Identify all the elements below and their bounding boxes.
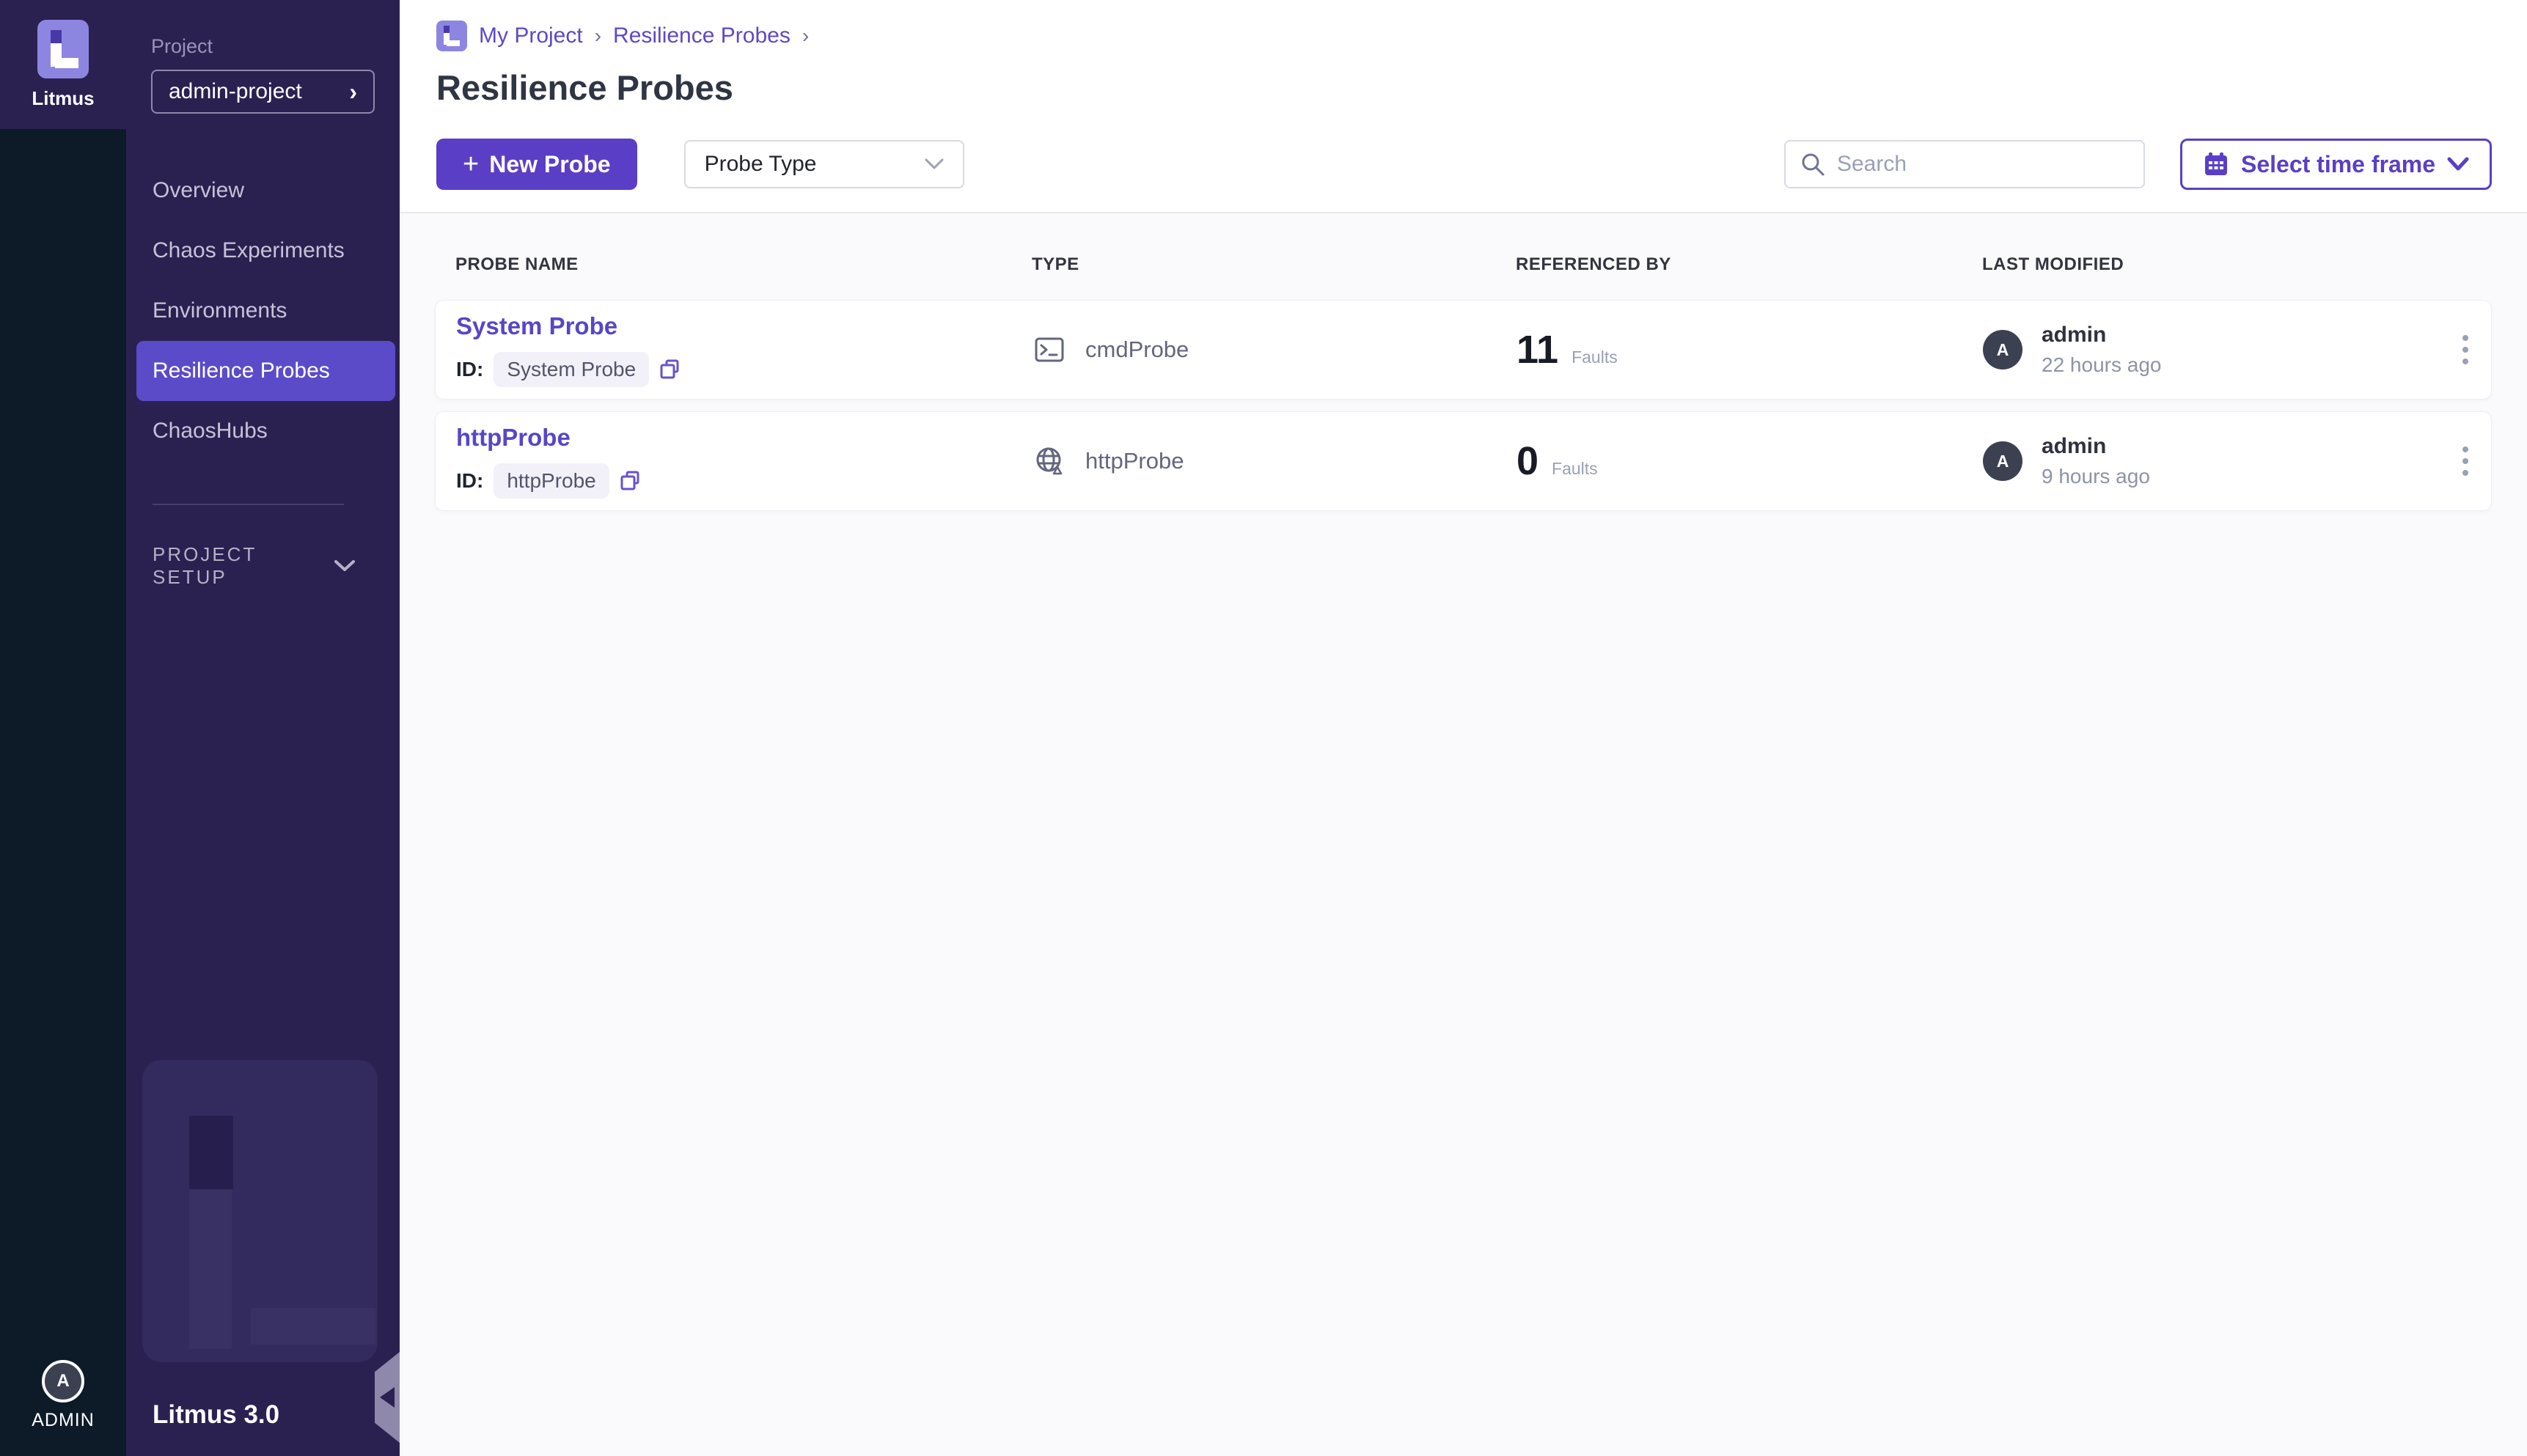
modified-by-user: admin	[2042, 434, 2107, 458]
probe-id-chip: httpProbe	[494, 463, 609, 499]
probe-type-dropdown[interactable]: Probe Type	[683, 140, 964, 188]
probes-table: PROBE NAME TYPE REFERENCED BY LAST MODIF…	[400, 213, 2527, 1456]
admin-label: ADMIN	[32, 1410, 95, 1430]
avatar: A	[1983, 441, 2022, 481]
select-time-frame-label: Select time frame	[2240, 150, 2435, 177]
collapse-arrow-icon	[380, 1387, 395, 1408]
breadcrumb-link-resilience-probes[interactable]: Resilience Probes	[613, 23, 791, 48]
table-row[interactable]: System Probe ID: System Probe cmdProbe 1…	[435, 300, 2492, 400]
referenced-count: 11	[1516, 328, 1559, 372]
terminal-icon	[1033, 333, 1066, 367]
toolbar-divider	[400, 212, 2527, 213]
globe-icon	[1033, 444, 1066, 478]
table-header-row: PROBE NAME TYPE REFERENCED BY LAST MODIF…	[435, 213, 2492, 300]
version-label: Litmus 3.0	[153, 1400, 280, 1429]
probe-type-value: Probe Type	[704, 152, 817, 176]
new-probe-button[interactable]: + New Probe	[436, 139, 637, 190]
probe-type-label: cmdProbe	[1085, 337, 1189, 362]
sidebar-item-resilience-probes[interactable]: Resilience Probes	[136, 341, 395, 401]
probe-name-link[interactable]: System Probe	[456, 312, 618, 339]
modified-by-user: admin	[2042, 323, 2107, 347]
sidebar-item-chaoshubs[interactable]: ChaosHubs	[153, 419, 268, 443]
modified-time: 22 hours ago	[2042, 353, 2162, 376]
row-menu-button[interactable]	[2440, 301, 2491, 399]
referenced-unit: Faults	[1552, 459, 1598, 478]
search-icon	[1800, 152, 1825, 177]
search-input[interactable]	[1836, 152, 2129, 177]
breadcrumb-separator: ›	[594, 24, 602, 47]
logo-label: Litmus	[32, 87, 95, 109]
sidebar: Project admin-project › Overview Chaos E…	[126, 0, 400, 1456]
probe-name-link[interactable]: httpProbe	[456, 424, 571, 451]
sidebar-item-environments[interactable]: Environments	[153, 298, 287, 323]
modified-time: 9 hours ago	[2042, 465, 2150, 488]
litmus-logo-icon[interactable]	[37, 19, 89, 78]
breadcrumb-logo-icon[interactable]	[436, 21, 467, 51]
table-row[interactable]: httpProbe ID: httpProbe httpProbe 0 Faul…	[435, 411, 2492, 511]
probe-id-chip: System Probe	[494, 352, 650, 387]
column-header-last-modified: LAST MODIFIED	[1982, 254, 2124, 274]
admin-avatar[interactable]: A	[42, 1360, 84, 1402]
rail-user-area: A ADMIN	[32, 1360, 95, 1431]
chevron-down-icon	[2447, 157, 2469, 172]
rail-logo-area: Litmus	[0, 0, 126, 129]
probe-id-label: ID:	[456, 469, 484, 492]
sidebar-collapse-handle[interactable]	[375, 1352, 400, 1443]
row-menu-button[interactable]	[2440, 412, 2491, 510]
sidebar-item-overview[interactable]: Overview	[153, 178, 245, 202]
chevron-down-icon	[925, 158, 944, 170]
copy-icon[interactable]	[620, 470, 642, 492]
referenced-unit: Faults	[1571, 348, 1618, 367]
referenced-count: 0	[1516, 439, 1539, 483]
sidebar-item-chaos-experiments[interactable]: Chaos Experiments	[153, 238, 345, 262]
calendar-icon	[2203, 151, 2229, 177]
project-selector-value: admin-project	[169, 79, 302, 103]
breadcrumb-separator: ›	[802, 24, 810, 47]
chevron-down-icon	[334, 559, 356, 573]
breadcrumb-link-my-project[interactable]: My Project	[479, 23, 583, 48]
project-setup-label: PROJECT SETUP	[153, 543, 257, 588]
page-title: Resilience Probes	[436, 68, 733, 107]
probe-id-label: ID:	[456, 358, 484, 380]
select-time-frame-button[interactable]: Select time frame	[2179, 139, 2492, 190]
sidebar-nav: Overview Chaos Experiments Environments …	[126, 161, 400, 461]
column-header-referenced-by: REFERENCED BY	[1516, 254, 1671, 274]
search-box	[1783, 140, 2145, 188]
chevron-right-icon: ›	[349, 78, 357, 105]
breadcrumb: My Project › Resilience Probes ›	[400, 0, 2527, 51]
column-header-probe-name: PROBE NAME	[455, 254, 579, 274]
sidebar-divider	[153, 504, 344, 505]
plus-icon: +	[463, 149, 480, 180]
left-rail: Litmus A ADMIN	[0, 0, 126, 1456]
probe-type-label: httpProbe	[1085, 448, 1184, 474]
avatar: A	[1983, 330, 2022, 369]
litmus-watermark	[142, 1060, 378, 1362]
toolbar: + New Probe Probe Type Select time frame	[400, 108, 2527, 190]
project-label: Project	[151, 35, 213, 57]
new-probe-label: New Probe	[489, 150, 611, 177]
copy-icon[interactable]	[659, 359, 681, 380]
project-setup-toggle[interactable]: PROJECT SETUP	[153, 543, 356, 589]
column-header-type: TYPE	[1032, 254, 1079, 274]
main-content: My Project › Resilience Probes › Resilie…	[400, 0, 2527, 1456]
project-selector[interactable]: admin-project ›	[151, 70, 375, 114]
